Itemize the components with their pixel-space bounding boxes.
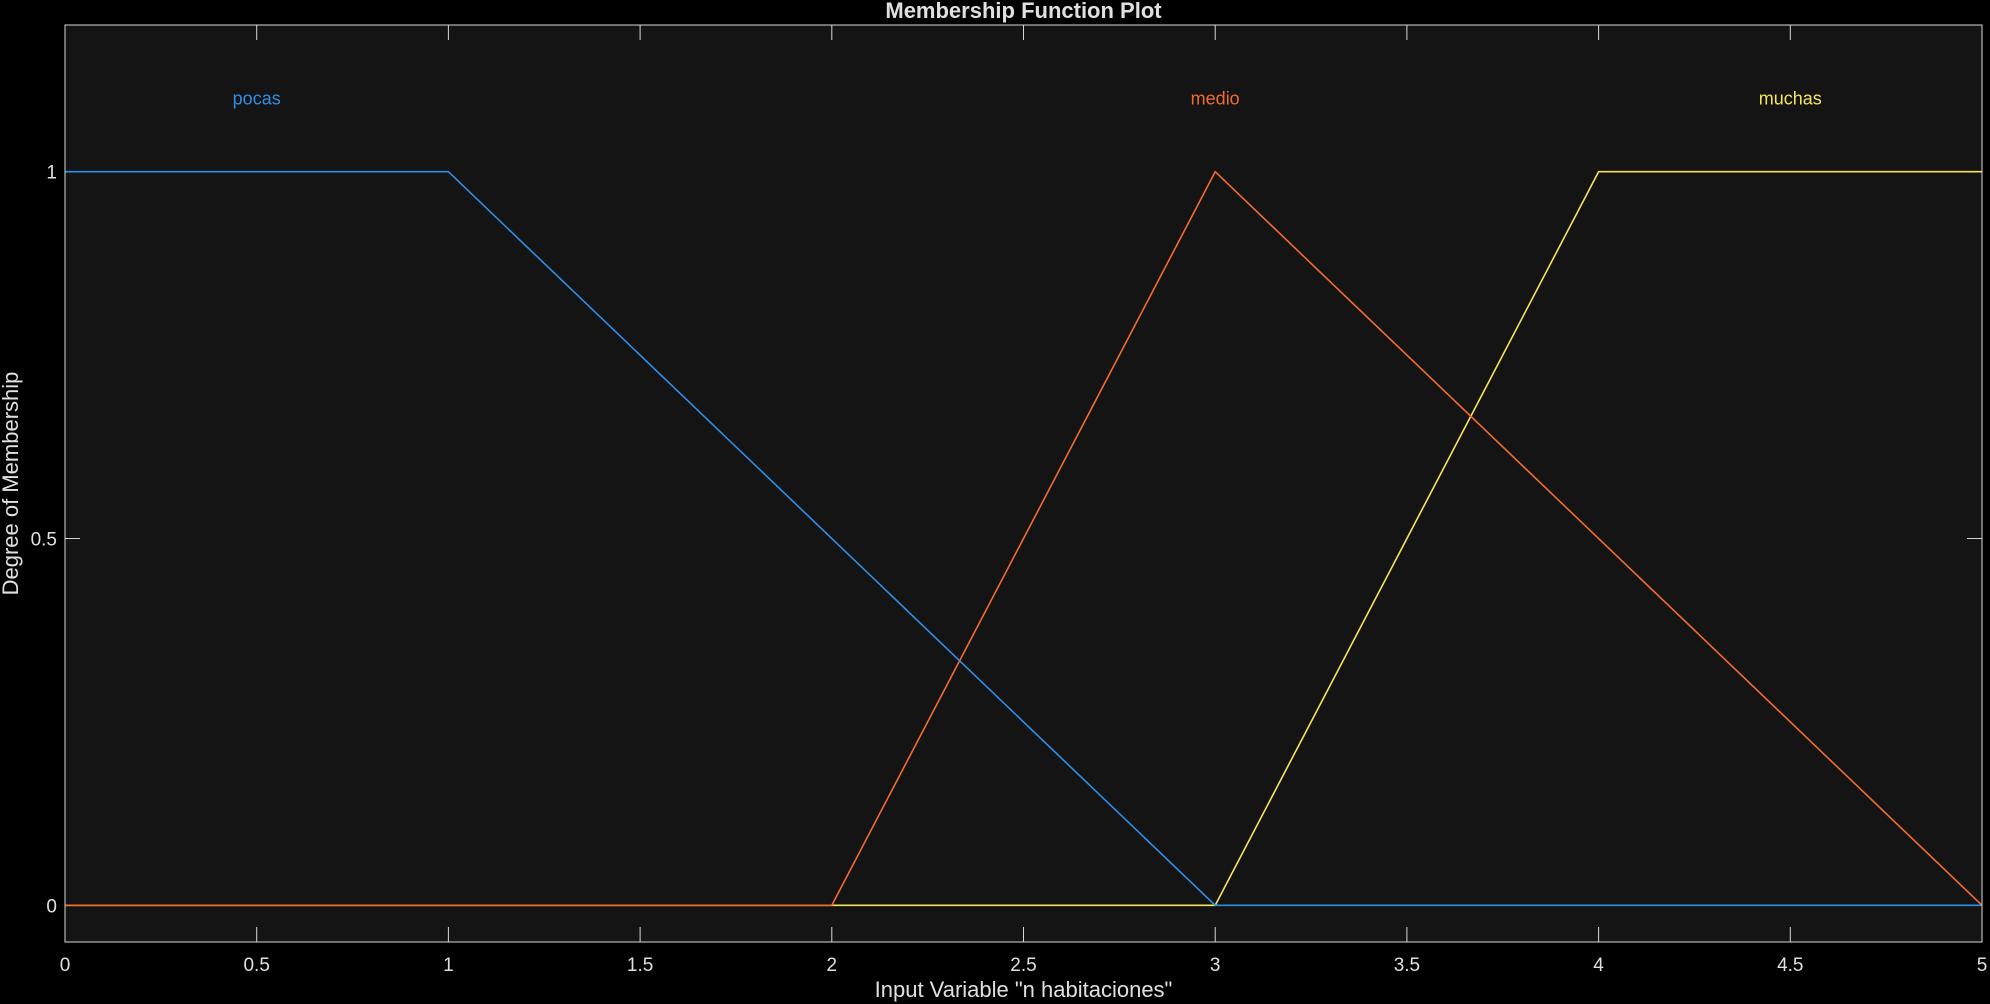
- series-label-pocas: pocas: [233, 88, 281, 108]
- x-tick-label: 3: [1210, 955, 1221, 976]
- tick-labels: 0 0.5 1 1.5 2 2.5 3 3.5 4 4.5 5 0 0.5 1: [31, 163, 1988, 976]
- membership-function-labels: pocas medio muchas: [233, 88, 1822, 108]
- series-lines: [65, 170, 1983, 907]
- x-tick-label: 1.5: [627, 955, 653, 976]
- series-label-medio: medio: [1191, 88, 1240, 108]
- x-tick-label: 5: [1977, 955, 1988, 976]
- y-tick-label: 1: [46, 163, 57, 184]
- x-tick-label: 2: [827, 955, 838, 976]
- series-label-muchas: muchas: [1759, 88, 1822, 108]
- axes-background: [65, 25, 1982, 942]
- axes-frame: [64, 24, 1983, 943]
- x-tick-label: 2.5: [1010, 955, 1036, 976]
- x-axis-label: Input Variable "n habitaciones": [875, 977, 1173, 1002]
- series-line-medio: [65, 170, 1983, 907]
- series-line-pocas: [65, 170, 1982, 907]
- x-tick-label: 3.5: [1394, 955, 1420, 976]
- x-tick-label: 4: [1593, 955, 1604, 976]
- chart-title: Membership Function Plot: [885, 0, 1162, 23]
- y-axis-label: Degree of Membership: [0, 372, 23, 596]
- y-tick-label: 0: [46, 896, 57, 917]
- x-tick-label: 4.5: [1777, 955, 1803, 976]
- x-tick-label: 0: [60, 955, 71, 976]
- x-tick-label: 1: [443, 955, 454, 976]
- y-tick-label: 0.5: [31, 530, 57, 551]
- x-tick-label: 0.5: [243, 955, 269, 976]
